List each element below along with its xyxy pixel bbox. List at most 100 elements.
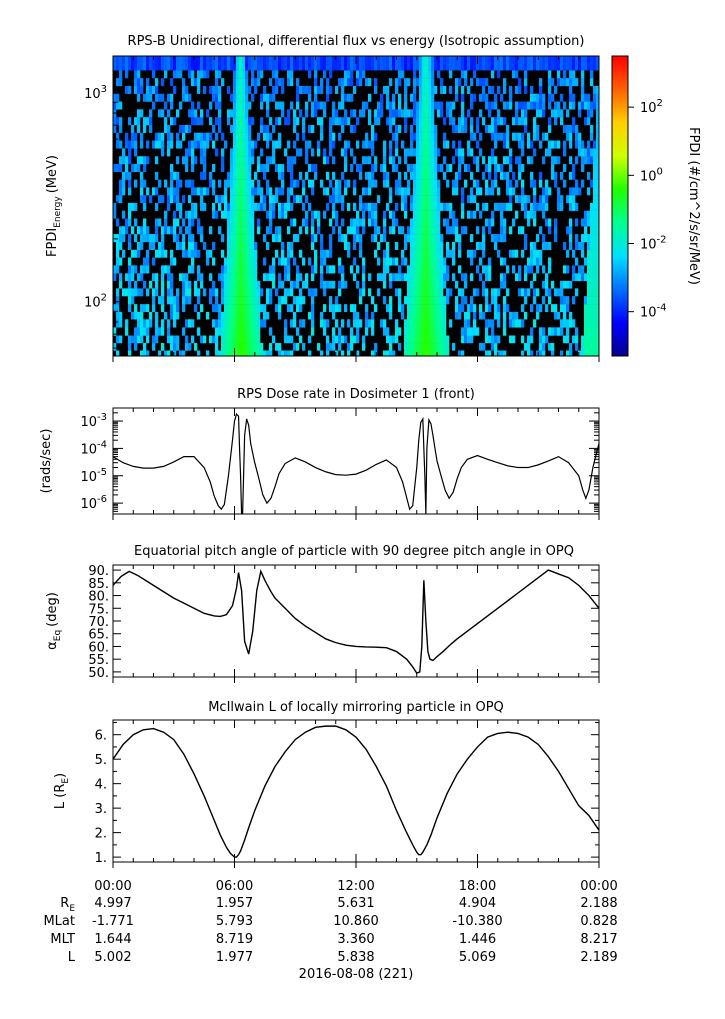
spectrogram-cell: [242, 288, 246, 297]
spectrogram-cell: [491, 327, 495, 336]
dose-rate-y-axis-label: (rads/sec): [39, 429, 54, 494]
spectrogram-cell: [458, 304, 462, 313]
spectrogram-cell: [416, 78, 420, 87]
ephemeris-row-label: MLT: [50, 932, 75, 947]
spectrogram-cell: [290, 280, 294, 289]
spectrogram-cell: [548, 265, 552, 274]
spectrogram-cell: [587, 101, 591, 110]
spectrogram-cell: [347, 70, 351, 79]
spectrogram-cell: [461, 304, 465, 313]
spectrogram-cell: [257, 319, 261, 328]
spectrogram-cell: [131, 124, 135, 133]
spectrogram-cell: [242, 164, 246, 173]
spectrogram-cell: [503, 350, 507, 356]
spectrogram-cell: [134, 202, 138, 211]
spectrogram-cell: [125, 85, 129, 94]
spectrogram-cell: [425, 296, 429, 305]
spectrogram-cell: [176, 195, 180, 204]
spectrogram-cell: [362, 257, 366, 266]
spectrogram-cell: [569, 124, 573, 133]
spectrogram-cell: [386, 350, 390, 356]
spectrogram-cell: [323, 249, 327, 258]
spectrogram-cell: [293, 218, 297, 227]
spectrogram-cell: [215, 56, 219, 71]
spectrogram-cell: [203, 56, 207, 71]
spectrogram-cell: [242, 117, 246, 126]
spectrogram-cell: [425, 195, 429, 204]
spectrogram-cell: [461, 335, 465, 344]
spectrogram-cell: [560, 350, 564, 356]
spectrogram-cell: [239, 124, 243, 133]
spectrogram-cell: [497, 85, 501, 94]
spectrogram-cell: [260, 195, 264, 204]
spectrogram-cell: [137, 93, 141, 102]
spectrogram-cell: [254, 187, 258, 196]
spectrogram-cell: [596, 195, 599, 204]
spectrogram-cell: [287, 156, 291, 165]
spectrogram-cell: [185, 124, 189, 133]
spectrogram-cell: [584, 335, 588, 344]
spectrogram-cell: [461, 288, 465, 297]
spectrogram-cell: [242, 304, 246, 313]
spectrogram-cell: [248, 117, 252, 126]
spectrogram-cell: [194, 132, 198, 141]
spectrogram-cell: [329, 234, 333, 243]
spectrogram-cell: [269, 117, 273, 126]
spectrogram-cell: [590, 241, 594, 250]
spectrogram-cell: [518, 132, 522, 141]
spectrogram-cell: [437, 350, 441, 356]
dose-rate-series-line: [113, 412, 599, 514]
spectrogram-cell: [431, 202, 435, 211]
spectrogram-cell: [461, 327, 465, 336]
spectrogram-cell: [488, 257, 492, 266]
spectrogram-cell: [410, 202, 414, 211]
spectrogram-cell: [419, 124, 423, 133]
spectrogram-cell: [521, 164, 525, 173]
spectrogram-cell: [560, 78, 564, 87]
spectrogram-cell: [341, 234, 345, 243]
spectrogram-cell: [197, 56, 201, 71]
spectrogram-cell: [374, 164, 378, 173]
spectrogram-cell: [410, 288, 414, 297]
spectrogram-cell: [194, 109, 198, 118]
spectrogram-cell: [563, 335, 567, 344]
spectrogram-cell: [593, 327, 597, 336]
spectrogram-cell: [407, 56, 411, 71]
spectrogram-cell: [539, 85, 543, 94]
spectrogram-cell: [482, 343, 486, 351]
spectrogram-cell: [218, 226, 222, 235]
spectrogram-cell: [251, 140, 255, 149]
spectrogram-cell: [200, 109, 204, 118]
spectrogram-cell: [227, 327, 231, 336]
spectrogram-cell: [362, 109, 366, 118]
spectrogram-cell: [596, 85, 599, 94]
spectrogram-cell: [251, 241, 255, 250]
spectrogram-cell: [575, 78, 579, 87]
spectrogram-cell: [242, 280, 246, 289]
spectrogram-cell: [170, 187, 174, 196]
spectrogram-cell: [497, 70, 501, 79]
spectrogram-cell: [245, 296, 249, 305]
spectrogram-cell: [191, 140, 195, 149]
spectrogram-cell: [497, 202, 501, 211]
spectrogram-cell: [308, 335, 312, 344]
spectrogram-cell: [191, 56, 195, 71]
spectrogram-cell: [437, 288, 441, 297]
spectrogram-cell: [356, 226, 360, 235]
spectrogram-cell: [587, 171, 591, 180]
pitch-angle-y-ticks: 50.55.60.65.70.75.80.85.90.: [88, 564, 599, 681]
spectrogram-cell: [257, 132, 261, 141]
spectrogram-cell: [563, 148, 567, 157]
dose-rate-title: RPS Dose rate in Dosimeter 1 (front): [237, 387, 475, 402]
spectrogram-cell: [182, 93, 186, 102]
spectrogram-cell: [491, 156, 495, 165]
spectrogram-cell: [515, 210, 519, 219]
spectrogram-cell: [227, 210, 231, 219]
spectrogram-cell: [374, 249, 378, 258]
spectrogram-cell: [230, 296, 234, 305]
spectrogram-cell: [260, 288, 264, 297]
spectrogram-cell: [395, 164, 399, 173]
spectrogram-cell: [155, 56, 159, 71]
spectrogram-cell: [527, 56, 531, 71]
spectrogram-cell: [431, 70, 435, 79]
